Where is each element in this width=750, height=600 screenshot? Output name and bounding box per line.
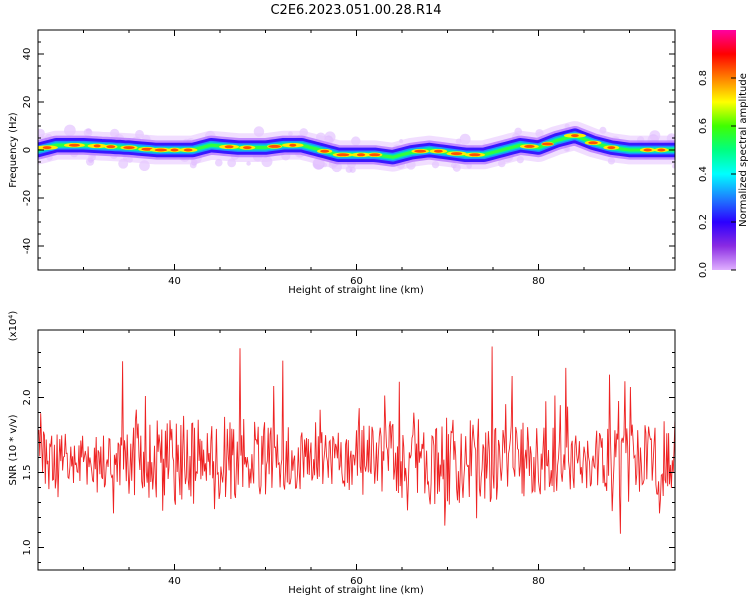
heatmap-hotspot-core xyxy=(336,153,350,157)
spectrogram-ylabel: Frequency (Hz) xyxy=(8,112,19,188)
heatmap-hotspot-core xyxy=(123,146,135,150)
heatmap-hotspot-core xyxy=(224,145,234,149)
colorbar-gradient xyxy=(712,30,736,270)
heatmap-hotspot-core xyxy=(588,141,598,145)
heatmap-halo xyxy=(214,158,223,167)
heatmap-hotspot-core xyxy=(657,148,666,152)
y-tick-label: 1.5 xyxy=(22,465,33,481)
heatmap-hotspot-core xyxy=(42,146,52,150)
colorbar-tick-label: 0.2 xyxy=(698,214,709,230)
heatmap-hotspot-core xyxy=(154,148,168,152)
heatmap-hotspot-core xyxy=(106,145,116,149)
y-tick-label: 1.0 xyxy=(22,540,33,556)
heatmap-hotspot-core xyxy=(68,143,80,147)
heatmap-hotspot-core xyxy=(450,152,463,156)
heatmap-hotspot-core xyxy=(93,144,101,148)
spectrogram-ticks: 40 60 80 40 20 0 -20 -40 xyxy=(22,29,676,287)
y-tick-label: 20 xyxy=(22,96,33,109)
heatmap-hotspot-core xyxy=(469,153,481,157)
spectrogram-panel: 40 60 80 40 20 0 -20 -40 Height of straight lin… xyxy=(8,29,676,296)
y-tick-label: -40 xyxy=(22,238,33,254)
snr-y-multiplier: (x10⁴) xyxy=(8,311,19,342)
x-tick-label: 40 xyxy=(168,276,181,287)
heatmap-hotspot-core xyxy=(170,148,179,152)
y-tick-label: 0 xyxy=(22,147,33,153)
snr-series-line xyxy=(38,346,675,534)
heatmap-hotspot-core xyxy=(356,153,366,157)
figure-title: C2E6.2023.051.00.28.R14 xyxy=(270,3,441,18)
heatmap-hotspot-core xyxy=(369,153,381,157)
x-tick-label: 40 xyxy=(168,576,181,587)
heatmap-halo xyxy=(246,161,251,166)
colorbar-label: Normalized spectral amplitude xyxy=(738,73,749,227)
colorbar-tick-label: 0.0 xyxy=(698,262,709,278)
colorbar-tick-label: 0.8 xyxy=(698,70,709,86)
heatmap-hotspot-core xyxy=(243,146,252,150)
heatmap-hotspot-core xyxy=(571,134,579,138)
spectrogram-heatmap xyxy=(38,121,675,173)
heatmap-hotspot-core xyxy=(607,146,616,150)
y-tick-label: 40 xyxy=(22,48,33,61)
heatmap-hotspot-core xyxy=(541,142,554,146)
x-tick-label: 80 xyxy=(532,576,545,587)
heatmap-hotspot-core xyxy=(414,149,427,153)
heatmap-halo xyxy=(672,164,675,169)
x-tick-label: 60 xyxy=(350,576,363,587)
colorbar-tick-label: 0.4 xyxy=(698,166,709,182)
heatmap-hotspot-core xyxy=(320,149,330,153)
heatmap-hotspot-core xyxy=(524,144,535,148)
colorbar-ticks: 0.0 0.2 0.4 0.6 0.8 xyxy=(698,70,736,278)
heatmap-hotspot-core xyxy=(289,143,297,147)
y-tick-label: 2.0 xyxy=(22,390,33,406)
snr-xlabel: Height of straight line (km) xyxy=(288,585,424,596)
snr-panel: 40 60 80 1.0 1.5 2.0 Height of straight line … xyxy=(8,311,676,596)
colorbar-tick-label: 0.6 xyxy=(698,118,709,134)
heatmap-hotspot-core xyxy=(268,144,281,148)
y-tick-label: -20 xyxy=(22,190,33,206)
x-tick-label: 80 xyxy=(532,276,545,287)
colorbar: 0.0 0.2 0.4 0.6 0.8 Normalized spectral ampl… xyxy=(698,30,749,278)
x-tick-label: 60 xyxy=(350,276,363,287)
heatmap-hotspot-core xyxy=(183,148,193,152)
heatmap-hotspot-core xyxy=(434,149,443,153)
spectrogram-xlabel: Height of straight line (km) xyxy=(288,285,424,296)
snr-ylabel: SNR (10 * v/v) xyxy=(8,414,19,485)
snr-ticks: 40 60 80 1.0 1.5 2.0 xyxy=(22,330,676,587)
heatmap-hotspot-core xyxy=(643,148,652,152)
